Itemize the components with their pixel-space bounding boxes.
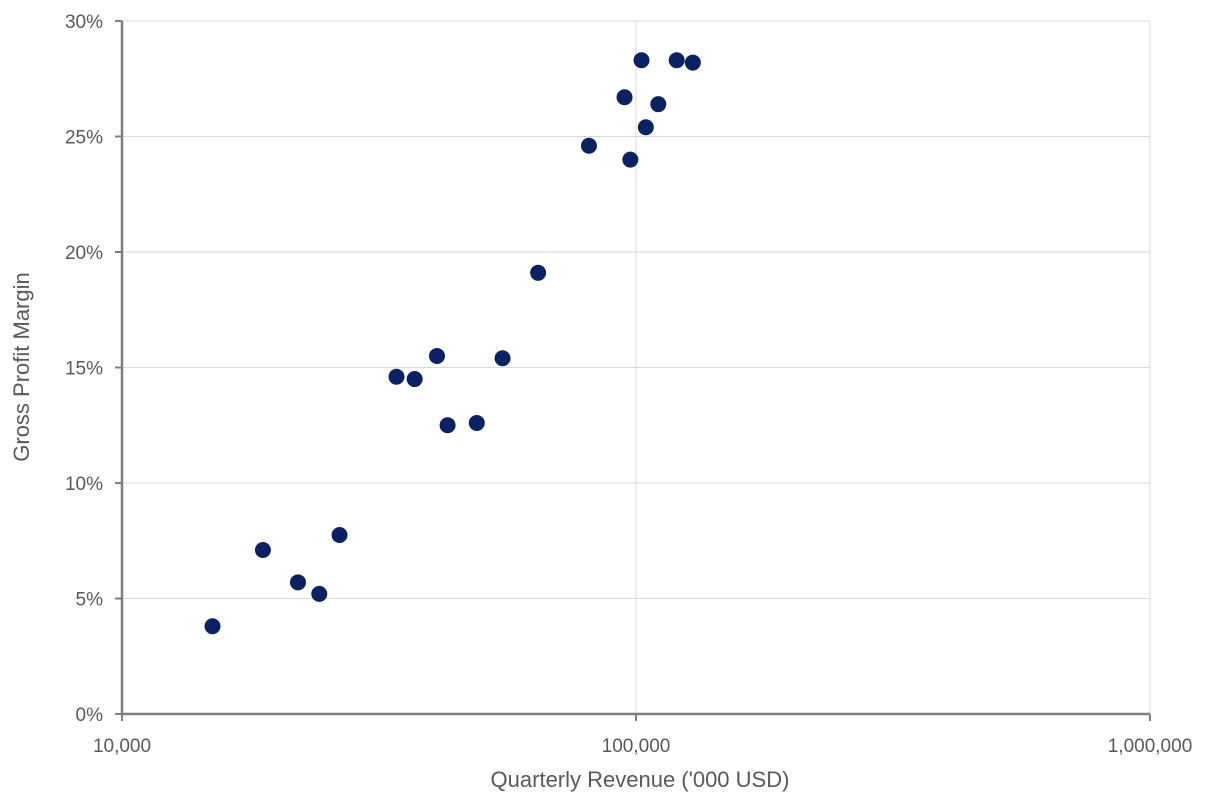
data-point bbox=[331, 526, 348, 543]
x-tick-label: 1,000,000 bbox=[1108, 736, 1193, 757]
data-point bbox=[204, 618, 221, 635]
data-point bbox=[406, 371, 423, 388]
data-point bbox=[650, 96, 667, 113]
y-tick-label: 10% bbox=[65, 474, 103, 495]
y-tick-label: 5% bbox=[76, 590, 104, 611]
data-point bbox=[530, 264, 547, 281]
y-tick-label: 30% bbox=[65, 12, 103, 33]
data-point bbox=[311, 585, 328, 602]
data-point bbox=[616, 89, 633, 106]
y-axis-title: Gross Profit Margin bbox=[9, 272, 34, 462]
data-point bbox=[580, 137, 597, 154]
axes bbox=[115, 20, 1151, 721]
data-point bbox=[290, 574, 307, 591]
y-tick-label: 15% bbox=[65, 359, 103, 380]
x-tick-label: 10,000 bbox=[93, 736, 151, 757]
y-tick-label: 0% bbox=[76, 705, 104, 726]
data-point bbox=[254, 541, 271, 558]
data-point bbox=[428, 347, 445, 364]
y-tick-label: 25% bbox=[65, 128, 103, 149]
gridlines bbox=[122, 20, 1151, 714]
y-tick-label: 20% bbox=[65, 243, 103, 264]
data-point bbox=[633, 52, 650, 69]
x-tick-label: 100,000 bbox=[602, 736, 671, 757]
data-point bbox=[388, 368, 405, 385]
data-point bbox=[637, 119, 654, 136]
data-point bbox=[622, 151, 639, 168]
data-point bbox=[668, 52, 685, 69]
data-point bbox=[684, 54, 701, 71]
data-point bbox=[494, 350, 511, 367]
tick-labels: 0% 5% 10% 15% 20% 25% 30% 10,000 100,000 1,000,00… bbox=[65, 12, 1192, 757]
data-points bbox=[204, 52, 701, 635]
data-point bbox=[439, 417, 456, 434]
data-point bbox=[468, 414, 485, 431]
x-axis-title: Quarterly Revenue ('000 USD) bbox=[491, 767, 790, 792]
